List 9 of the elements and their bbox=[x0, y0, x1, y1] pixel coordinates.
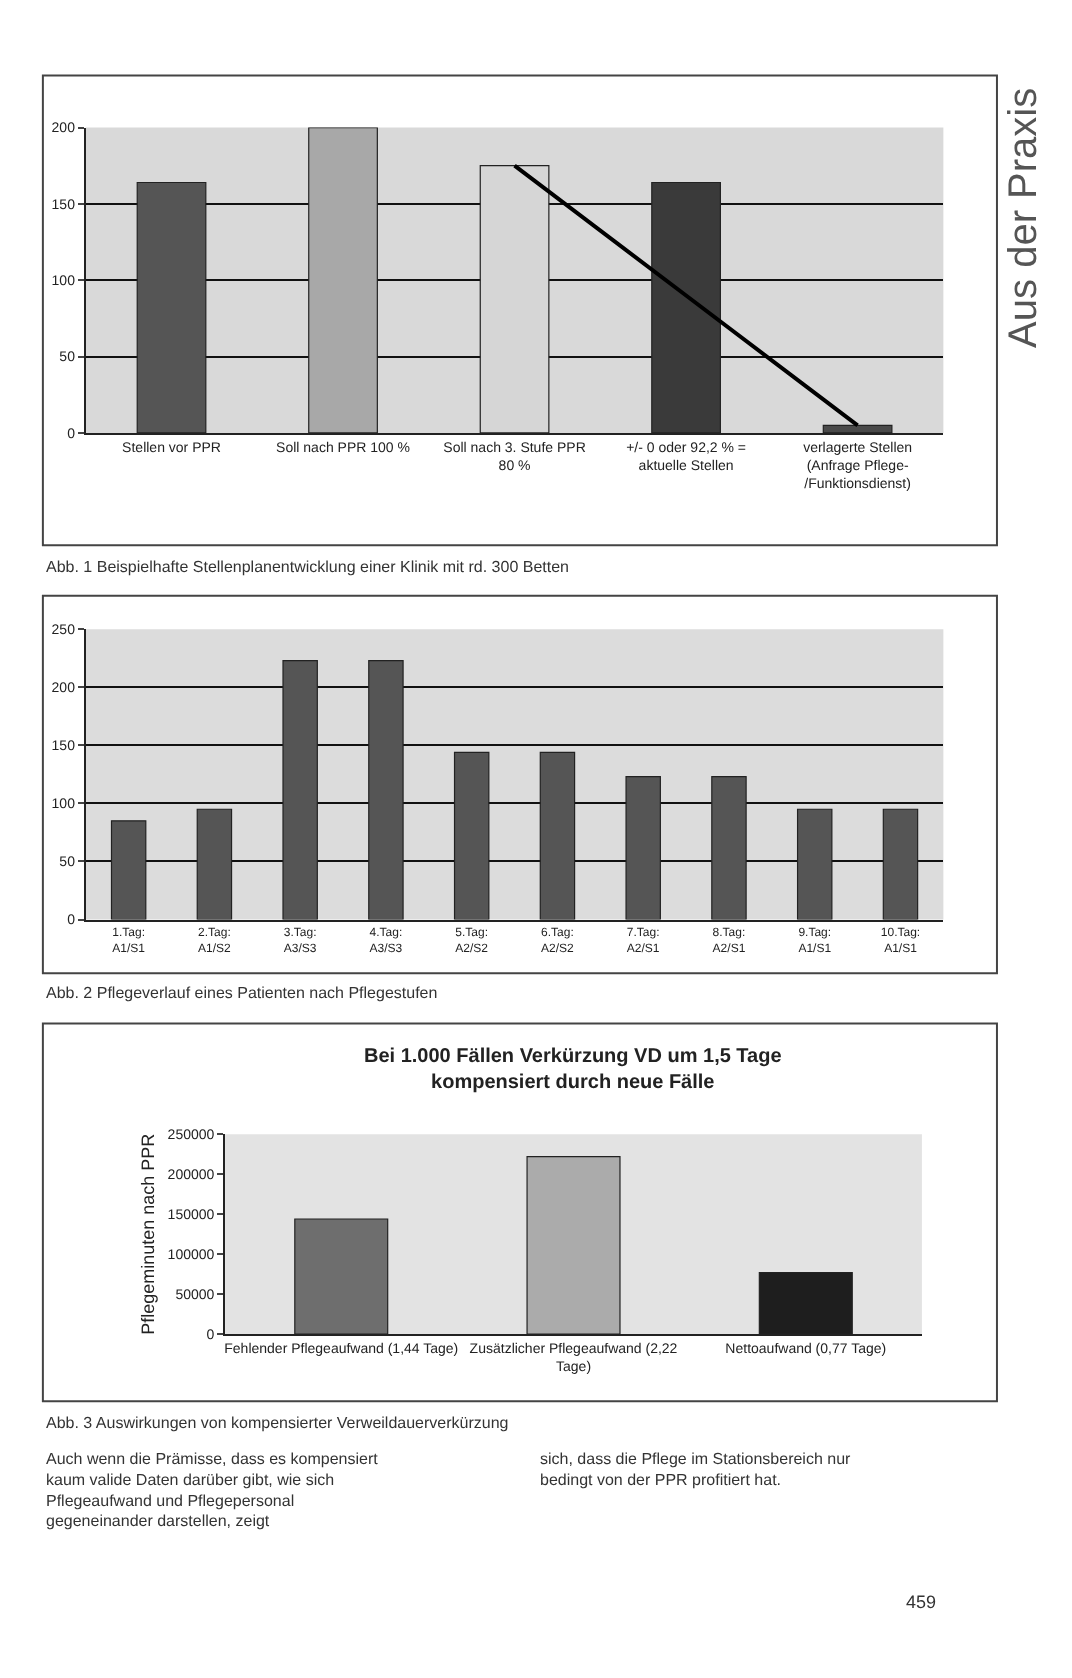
text: 459 bbox=[906, 1592, 937, 1612]
text: sich, dass die Pflege im Stationsbereich nur bedingt von der PPR profitiert hat. bbox=[540, 1450, 852, 1489]
chart-title: Bei 1.000 Fällen Verkürzung VD um 1,5 Tage kompensiert durch neue Fälle bbox=[364, 1046, 783, 1094]
y-axis-title: Pflegeminuten nach PPR bbox=[138, 1132, 159, 1335]
caption: Abb. 2 Pflegeverlauf eines Patienten nach Pflegestufen bbox=[46, 984, 438, 1002]
caption: Abb. 3 Auswirkungen von kompensierter Verweildauerverkürzung bbox=[46, 1414, 509, 1432]
caption: Abb. 1 Beispielhafte Stellenplanentwicklung einer Klinik mit rd. 300 Betten bbox=[46, 558, 569, 576]
text: Aus der Praxis bbox=[1001, 87, 1046, 348]
text: Auch wenn die Prämisse, dass es kompensiert kaum valide Daten darüber gibt, wie sich Pflegeaufwand und Pflegepersonal gegeneinander darstellen, zeigt bbox=[46, 1450, 380, 1531]
